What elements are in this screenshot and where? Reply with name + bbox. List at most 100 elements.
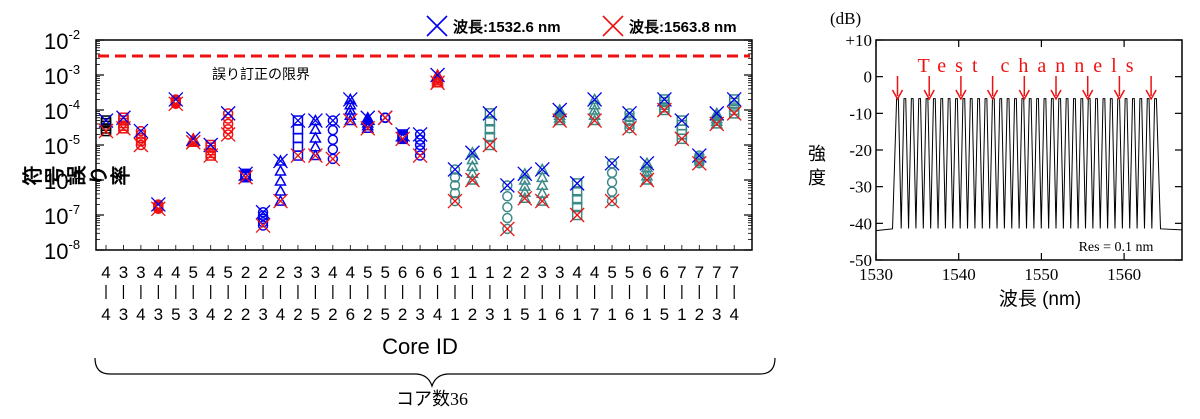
core-id-bottom: 1 xyxy=(642,305,651,324)
data-point-circle xyxy=(327,124,339,136)
data-point-triangle xyxy=(466,173,479,185)
data-point-cross xyxy=(377,110,393,126)
test-channel-arrow-head xyxy=(1018,89,1030,101)
data-point-triangle xyxy=(535,186,549,198)
core-id-top: 6 xyxy=(398,263,407,282)
data-point-cross xyxy=(534,162,550,177)
data-point-cross xyxy=(569,207,585,223)
data-point-triangle xyxy=(309,131,322,143)
data-point-triangle xyxy=(466,166,479,178)
data-point-square xyxy=(100,120,112,132)
data-point-circle xyxy=(502,180,513,191)
core-id-labels: 4433344345534452222324323542465255626364… xyxy=(101,263,739,324)
data-point-triangle xyxy=(535,162,549,175)
data-point-circle xyxy=(414,139,426,151)
data-point-cross xyxy=(133,123,149,139)
data-point-cross xyxy=(168,96,184,112)
data-point-square xyxy=(484,139,496,151)
data-point-cross xyxy=(273,193,288,209)
ber-x-label: Core ID xyxy=(382,334,458,359)
core-id-bottom: 6 xyxy=(555,305,564,324)
data-point-circle xyxy=(606,176,618,188)
data-point-cross xyxy=(360,120,376,136)
core-id-bottom: 1 xyxy=(677,305,686,324)
data-point-cross xyxy=(622,120,637,136)
test-channel-arrow-head xyxy=(1050,89,1062,101)
data-point-cross xyxy=(430,75,446,91)
data-point-square xyxy=(240,168,251,180)
data-point-square xyxy=(571,201,583,213)
data-point-triangle xyxy=(588,113,601,126)
data-point-triangle xyxy=(553,103,566,115)
data-point-cross xyxy=(203,137,219,153)
data-point-square xyxy=(676,115,688,126)
core-id-top: 2 xyxy=(276,263,285,282)
core-id-bottom: 6 xyxy=(346,305,355,324)
data-point-triangle xyxy=(553,108,566,121)
data-point-cross xyxy=(220,127,236,142)
data-point-square xyxy=(205,145,216,156)
ber-y-tick-label: 10-6 xyxy=(44,167,80,194)
core-id-top: 4 xyxy=(171,263,180,282)
data-point-circle xyxy=(257,216,269,228)
core-id-top: 3 xyxy=(119,263,128,282)
core-id-top: 7 xyxy=(729,263,738,282)
core-id-bottom: 3 xyxy=(258,305,267,324)
core-id-bottom: 5 xyxy=(380,305,389,324)
data-point-cross xyxy=(447,162,463,177)
data-point-circle xyxy=(135,125,147,137)
core-id-top: 5 xyxy=(363,263,372,282)
data-point-cross xyxy=(447,193,463,209)
core-id-bottom: 1 xyxy=(607,305,616,324)
data-point-cross xyxy=(464,172,480,188)
spectrum-x-tick-label: 1550 xyxy=(1024,265,1058,284)
core-id-bottom: 2 xyxy=(241,305,250,324)
core-id-bottom: 2 xyxy=(223,305,232,324)
core-id-top: 3 xyxy=(311,263,320,282)
spectrum-trace xyxy=(875,98,1183,232)
core-id-bottom: 4 xyxy=(729,305,738,324)
data-point-circle xyxy=(449,180,461,191)
core-id-bottom: 1 xyxy=(450,305,459,324)
core-id-top: 5 xyxy=(607,263,616,282)
data-point-circle xyxy=(414,150,426,161)
ber-y-tick-label: 10-7 xyxy=(44,202,80,229)
data-point-cross xyxy=(98,123,114,139)
test-channel-arrows xyxy=(891,76,1157,101)
group-brace xyxy=(94,357,776,388)
data-point-cross xyxy=(168,92,184,107)
data-point-circle xyxy=(135,139,147,151)
spectrum-y-tick-label: -20 xyxy=(849,141,872,160)
core-id-bottom: 1 xyxy=(572,305,581,324)
data-point-cross xyxy=(98,113,114,128)
core-id-bottom: 7 xyxy=(590,305,599,324)
core-id-top: 3 xyxy=(293,263,302,282)
data-point-cross xyxy=(185,131,201,147)
test-channel-arrow-head xyxy=(955,89,967,101)
core-id-bottom: 2 xyxy=(363,305,372,324)
spectrum-y-label-1: 強 xyxy=(808,144,826,164)
core-id-top: 6 xyxy=(660,263,669,282)
data-point-cross xyxy=(360,110,376,126)
data-point-circle xyxy=(694,150,705,161)
data-point-square xyxy=(484,116,496,127)
data-point-triangle xyxy=(535,170,549,183)
core-id-bottom: 2 xyxy=(695,305,704,324)
core-id-top: 5 xyxy=(189,263,198,282)
data-point-triangle xyxy=(518,167,532,179)
data-point-circle xyxy=(222,129,234,140)
ber-legend: 波長:1532.6 nm 波長:1563.8 nm xyxy=(426,15,737,37)
data-point-triangle xyxy=(274,164,287,176)
data-point-cross xyxy=(482,105,498,121)
data-point-triangle xyxy=(344,103,357,115)
data-point-cross xyxy=(273,153,288,169)
data-point-square xyxy=(205,139,216,151)
core-id-top: 4 xyxy=(328,263,337,282)
data-point-square xyxy=(292,115,304,126)
core-id-bottom: 3 xyxy=(154,305,163,324)
data-point-cross xyxy=(203,148,219,163)
data-point-cross xyxy=(290,113,306,128)
fec-limit-label: 誤り訂正の限界 xyxy=(212,66,310,82)
data-point-triangle xyxy=(431,70,444,82)
